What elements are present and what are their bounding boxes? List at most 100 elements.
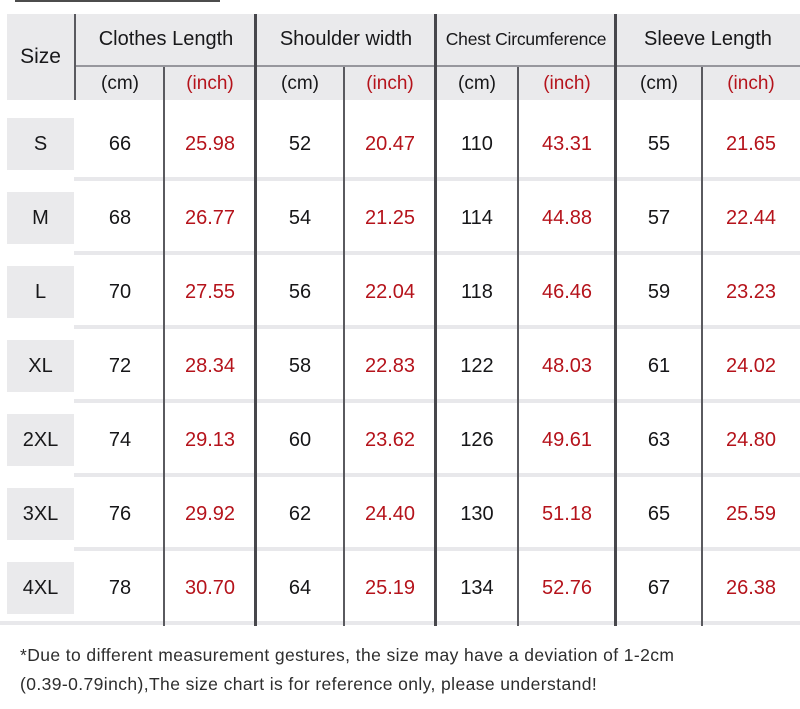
inch-value: 48.03 xyxy=(541,354,593,377)
inch-value: 43.31 xyxy=(541,132,593,155)
inch-value: 22.04 xyxy=(364,280,416,303)
table-row: 4XL 78 30.70 64 25.19 134 52.76 67 26.38 xyxy=(0,551,800,625)
size-cell: M xyxy=(0,181,76,255)
cm-value: 74 xyxy=(108,428,132,451)
inch-value: 24.02 xyxy=(725,354,777,377)
inch-value: 29.92 xyxy=(184,502,236,525)
cm-value: 72 xyxy=(108,354,132,377)
inch-value: 24.40 xyxy=(364,502,416,525)
column-group-divider xyxy=(254,14,257,626)
cm-value: 55 xyxy=(647,132,671,155)
cm-value: 52 xyxy=(288,132,312,155)
table-row: M 68 26.77 54 21.25 114 44.88 57 22.44 xyxy=(0,181,800,255)
inch-value: 20.47 xyxy=(364,132,416,155)
size-badge: M xyxy=(7,192,74,244)
size-cell: 3XL xyxy=(0,477,76,551)
cm-value: 122 xyxy=(460,354,494,377)
inch-value: 21.25 xyxy=(364,206,416,229)
cm-value: 76 xyxy=(108,502,132,525)
group-header-shoulder-width: Shoulder width xyxy=(256,14,436,65)
column-group-divider xyxy=(614,14,617,626)
cm-value: 60 xyxy=(288,428,312,451)
cm-value: 78 xyxy=(108,576,132,599)
group-header-chest-circumference: Chest Circumference xyxy=(436,14,616,65)
cm-value: 63 xyxy=(647,428,671,451)
group-header-clothes-length: Clothes Length xyxy=(76,14,256,65)
cm-value: 58 xyxy=(288,354,312,377)
size-badge: XL xyxy=(7,340,74,392)
inch-value: 23.62 xyxy=(364,428,416,451)
size-cell: XL xyxy=(0,329,76,403)
inch-value: 46.46 xyxy=(541,280,593,303)
cm-value: 70 xyxy=(108,280,132,303)
inch-value: 52.76 xyxy=(541,576,593,599)
column-divider xyxy=(517,67,519,626)
cm-value: 62 xyxy=(288,502,312,525)
unit-header-cm: (cm) xyxy=(76,67,164,100)
size-badge: 4XL xyxy=(7,562,74,614)
size-cell: 4XL xyxy=(0,551,76,625)
cm-value: 118 xyxy=(461,280,493,303)
inch-value: 51.18 xyxy=(541,502,593,525)
footnote: *Due to different measurement gestures, … xyxy=(20,641,788,699)
inch-value: 25.98 xyxy=(184,132,236,155)
unit-header-cm: (cm) xyxy=(436,67,518,100)
unit-header-cm: (cm) xyxy=(256,67,344,100)
inch-value: 25.59 xyxy=(725,502,777,525)
inch-value: 24.80 xyxy=(725,428,777,451)
table-row: 2XL 74 29.13 60 23.62 126 49.61 63 24.80 xyxy=(0,403,800,477)
size-badge: 2XL xyxy=(7,414,74,466)
unit-header-cm: (cm) xyxy=(616,67,702,100)
cm-value: 61 xyxy=(647,354,671,377)
inch-value: 21.65 xyxy=(725,132,777,155)
inch-value: 23.23 xyxy=(725,280,777,303)
size-badge: S xyxy=(7,118,74,170)
cm-value: 67 xyxy=(647,576,671,599)
cm-value: 59 xyxy=(647,280,671,303)
inch-value: 28.34 xyxy=(184,354,236,377)
inch-value: 26.38 xyxy=(725,576,777,599)
cm-value: 65 xyxy=(647,502,671,525)
cm-value: 64 xyxy=(288,576,312,599)
unit-header-inch: (inch) xyxy=(702,67,800,100)
table-body: S 66 25.98 52 20.47 110 43.31 55 21.65 M 68 26.77 54… xyxy=(0,107,800,625)
cm-value: 130 xyxy=(460,502,494,525)
inch-value: 22.44 xyxy=(725,206,777,229)
header-divider-line xyxy=(76,65,800,67)
size-cell: L xyxy=(0,255,76,329)
cm-value: 54 xyxy=(288,206,312,229)
inch-value: 25.19 xyxy=(364,576,416,599)
unit-header-inch: (inch) xyxy=(164,67,256,100)
unit-header-inch: (inch) xyxy=(518,67,616,100)
table-row: L 70 27.55 56 22.04 118 46.46 59 23.23 xyxy=(0,255,800,329)
cm-value: 134 xyxy=(460,576,494,599)
inch-value: 44.88 xyxy=(541,206,593,229)
column-group-divider xyxy=(434,14,437,626)
table-header-unit-row: (cm) (inch) (cm) (inch) (cm) (inch) (cm)… xyxy=(76,67,800,100)
cm-value: 56 xyxy=(288,280,312,303)
footnote-line: (0.39-0.79inch),The size chart is for re… xyxy=(20,674,598,694)
table-row: XL 72 28.34 58 22.83 122 48.03 61 24.02 xyxy=(0,329,800,403)
inch-value: 27.55 xyxy=(184,280,236,303)
size-badge: 3XL xyxy=(7,488,74,540)
top-crop-artifact-line xyxy=(15,0,220,2)
size-cell: 2XL xyxy=(0,403,76,477)
unit-header-inch: (inch) xyxy=(344,67,436,100)
inch-value: 29.13 xyxy=(184,428,236,451)
size-column-header: Size xyxy=(7,14,74,100)
table-row: S 66 25.98 52 20.47 110 43.31 55 21.65 xyxy=(0,107,800,181)
inch-value: 30.70 xyxy=(184,576,236,599)
cm-value: 66 xyxy=(108,132,132,155)
table-header-group-row: Clothes Length Shoulder width Chest Circ… xyxy=(76,14,800,65)
column-divider xyxy=(343,67,345,626)
cm-value: 126 xyxy=(460,428,494,451)
inch-value: 49.61 xyxy=(541,428,593,451)
inch-value: 26.77 xyxy=(184,206,236,229)
inch-value: 22.83 xyxy=(364,354,416,377)
group-header-sleeve-length: Sleeve Length xyxy=(616,14,800,65)
column-divider xyxy=(74,14,76,100)
cm-value: 57 xyxy=(647,206,671,229)
column-divider xyxy=(701,67,703,626)
column-divider xyxy=(163,67,165,626)
